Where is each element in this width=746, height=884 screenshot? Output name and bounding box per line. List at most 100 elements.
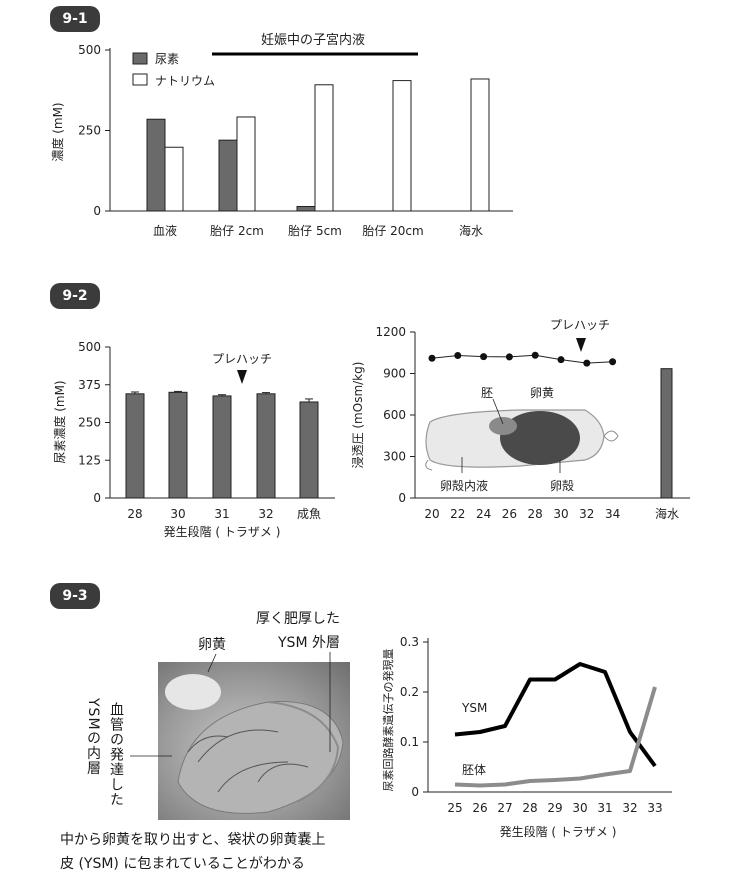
x-tick-label: 胎仔 5cm <box>288 224 342 238</box>
x-tick-label: 32 <box>622 801 637 815</box>
prehatch-label: プレハッチ <box>550 318 610 332</box>
y-tick-label: 500 <box>78 43 101 57</box>
x-tick-label: 27 <box>497 801 512 815</box>
y-tick-label: 0.3 <box>400 635 419 649</box>
legend-swatch-sodium <box>132 73 148 86</box>
photo-caption-line2: 皮 (YSM) に包まれていることがわかる <box>60 856 305 872</box>
section-badge-9-3: 9-3 <box>50 583 100 609</box>
x-tick-label: 22 <box>450 507 465 521</box>
x-axis-label: 発生段階 ( トラザメ ) <box>164 524 281 539</box>
photo-label-outer-line2: YSM 外層 <box>278 635 340 651</box>
x-tick-label: 32 <box>579 507 594 521</box>
x-tick-label: 28 <box>127 507 142 521</box>
y-tick-label: 900 <box>383 367 406 381</box>
embryo-shape <box>489 417 517 435</box>
x-tick-label: 31 <box>597 801 612 815</box>
y-tick-label: 0.1 <box>400 735 419 749</box>
x-tick-label: 20 <box>424 507 439 521</box>
x-tick-label: 成魚 <box>297 507 321 521</box>
y-tick-label: 300 <box>383 450 406 464</box>
x-tick-label: 31 <box>214 507 229 521</box>
prehatch-arrow <box>237 370 247 384</box>
inset-label-yolk: 卵黄 <box>530 386 554 400</box>
legend-label-urea: 尿素 <box>155 52 179 66</box>
chart-title: 妊娠中の子宮内液 <box>261 32 365 48</box>
x-tick-label: 30 <box>170 507 185 521</box>
x-tick-label: 海水 <box>459 223 483 238</box>
photo-label-outer-line1: 厚く肥厚した <box>256 611 340 627</box>
y-tick-label: 0 <box>398 491 406 505</box>
series-label-embryo: 胚体 <box>462 763 486 777</box>
osmolality-point <box>454 352 462 360</box>
bar-sodium <box>392 80 412 212</box>
x-tick-label: 胎仔 2cm <box>210 224 264 238</box>
x-tick-label: 30 <box>553 507 568 521</box>
inset-pointer-embryo <box>492 398 504 425</box>
chart-9-2-right: 0 300 600 900 1200 20 22 24 26 28 30 32 34 胚 卵黄 卵殻内… <box>351 318 690 521</box>
y-tick-label: 250 <box>78 124 101 138</box>
inset-label-shell: 卵殻 <box>550 479 574 493</box>
x-tick-label: 28 <box>522 801 537 815</box>
photo-label-vessels: 血管の発達した <box>108 702 124 807</box>
bar-sodium <box>164 146 184 212</box>
prehatch-label: プレハッチ <box>212 352 272 366</box>
y-axis-label: 浸透圧 (mOsm/kg) <box>351 362 365 469</box>
y-tick-label: 0.2 <box>400 685 419 699</box>
x-tick-label: 33 <box>647 801 662 815</box>
y-tick-label: 0 <box>93 491 101 505</box>
y-axis-label: 尿素濃度 (mM) <box>52 380 67 463</box>
y-axis-label: 尿素回路酵素遺伝子の発現量 <box>381 649 395 792</box>
x-tick-label: 34 <box>605 507 620 521</box>
y-tick-label: 0 <box>93 204 101 218</box>
x-tick-label: 血液 <box>153 223 177 238</box>
y-tick-label: 1200 <box>375 325 406 339</box>
x-tick-label: 26 <box>502 507 517 521</box>
section-badge-9-1: 9-1 <box>50 6 100 32</box>
bar-urea-concentration <box>212 395 232 499</box>
photo-caption-line1: 中から卵黄を取り出すと、袋状の卵黄嚢上 <box>60 832 326 848</box>
prehatch-arrow <box>576 338 586 352</box>
y-tick-label: 600 <box>383 408 406 422</box>
series-line-embryo <box>454 686 657 788</box>
photo-label-yolk: 卵黄 <box>198 637 226 653</box>
x-tick-label: 32 <box>258 507 273 521</box>
osmolality-point <box>583 359 591 367</box>
x-tick-label: 30 <box>572 801 587 815</box>
series-label-ysm: YSM <box>461 701 487 715</box>
yolk-sac-illustration <box>165 674 344 814</box>
bar-sodium <box>236 116 256 212</box>
yolk-sac-photo <box>158 662 350 820</box>
series-line-ysm <box>454 662 657 768</box>
osmolality-point <box>480 353 488 361</box>
chart-9-3: 0 0.1 0.2 0.3 25 26 27 28 29 30 31 32 33 尿素回路酵素遺伝子の… <box>381 635 672 839</box>
inset-label-fluid: 卵殻内液 <box>440 478 488 493</box>
x-axis-label: 発生段階 ( トラザメ ) <box>500 824 617 839</box>
x-tick-label: 胎仔 20cm <box>362 224 423 238</box>
y-tick-label: 250 <box>78 416 101 430</box>
osmolality-point <box>428 354 436 362</box>
section-badge-9-2: 9-2 <box>50 283 100 309</box>
chart-9-2-left: 0 125 250 375 500 28 30 31 32 成魚 尿素濃度 (mM) 発生段階 … <box>52 340 335 539</box>
y-axis-label: 濃度 (mM) <box>50 102 65 161</box>
photo-label-inner: YSMの内層 <box>85 698 101 776</box>
bar-urea <box>218 139 238 212</box>
legend-label-sodium: ナトリウム <box>155 74 215 88</box>
osmolality-point <box>505 353 513 361</box>
y-tick-label: 0 <box>411 785 419 799</box>
x-tick-label: 24 <box>476 507 491 521</box>
osmolality-point <box>609 358 617 366</box>
x-tick-label: 29 <box>547 801 562 815</box>
osmolality-line <box>431 354 613 364</box>
x-tick-label: 26 <box>472 801 487 815</box>
x-tick-label: 25 <box>447 801 462 815</box>
y-tick-label: 375 <box>78 378 101 392</box>
x-tick-label: 28 <box>528 507 543 521</box>
osmolality-point <box>557 356 565 364</box>
egg-capsule-illustration <box>425 409 619 471</box>
inset-label-embryo: 胚 <box>481 386 493 400</box>
yolk-shape <box>500 411 580 465</box>
bar-sodium <box>470 78 490 212</box>
osmolality-point <box>531 351 539 359</box>
bar-urea <box>146 118 166 212</box>
